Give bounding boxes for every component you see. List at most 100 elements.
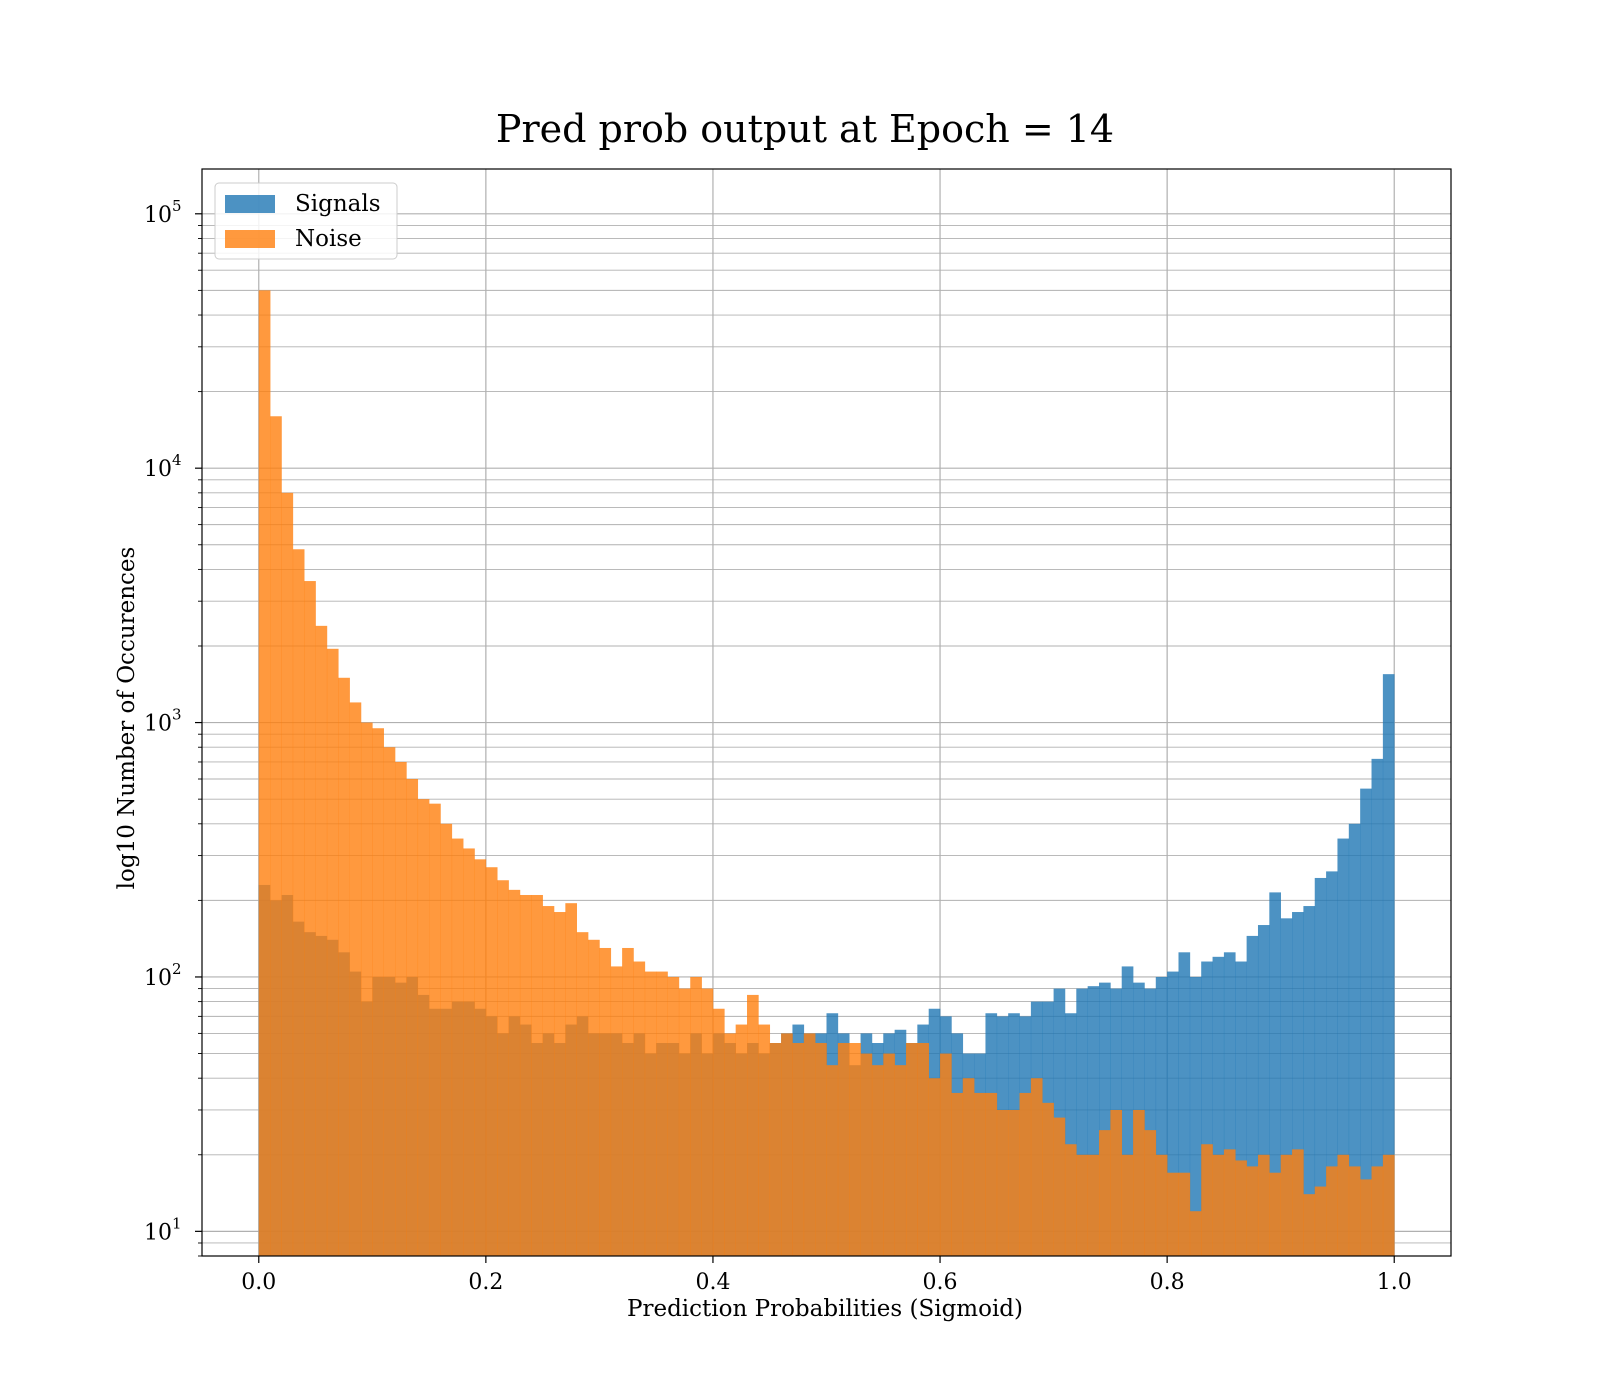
bar <box>1212 956 1225 1256</box>
bar <box>1360 1179 1372 1256</box>
bar <box>1382 674 1395 1256</box>
bar <box>406 779 419 1256</box>
bar <box>871 1065 884 1256</box>
bar <box>1280 1154 1293 1256</box>
bar <box>1008 1109 1020 1256</box>
bar <box>1144 988 1157 1256</box>
bar <box>281 492 294 1256</box>
bar <box>417 799 430 1256</box>
bar <box>1064 1013 1077 1256</box>
bar <box>667 976 680 1256</box>
bar <box>1235 961 1247 1256</box>
legend-swatch-signals <box>225 195 275 213</box>
bar <box>1269 1172 1281 1256</box>
bar <box>1019 1092 1032 1256</box>
bar <box>769 1043 782 1256</box>
bar <box>326 648 339 1256</box>
x-tick-label: 0.4 <box>695 1270 730 1295</box>
bar <box>1178 1172 1191 1256</box>
bar <box>599 947 612 1256</box>
bar <box>1348 823 1361 1256</box>
bar <box>1099 1130 1111 1256</box>
bar <box>349 702 362 1256</box>
bar <box>542 906 555 1256</box>
y-axis-label: log10 Number of Occurences <box>114 547 140 890</box>
bar <box>758 1024 771 1256</box>
bar <box>1064 1144 1077 1256</box>
bar <box>1053 1117 1066 1256</box>
bar <box>1269 892 1281 1256</box>
bar <box>304 581 316 1256</box>
bar <box>633 961 646 1256</box>
bar <box>1303 1194 1316 1256</box>
bar <box>1246 1166 1259 1256</box>
bar <box>701 988 714 1256</box>
bar <box>1189 1211 1202 1256</box>
bar <box>747 994 759 1256</box>
bar <box>826 1065 839 1256</box>
bar <box>1223 1149 1236 1256</box>
bar <box>315 625 328 1256</box>
bar <box>985 1092 998 1256</box>
bar <box>1076 1154 1088 1256</box>
bar <box>815 1043 827 1256</box>
bar <box>690 976 702 1256</box>
y-tick-label-base: 10 <box>144 457 172 482</box>
bar <box>1212 1154 1225 1256</box>
bar <box>792 1043 805 1256</box>
bar <box>1246 935 1259 1256</box>
bar <box>1087 1154 1100 1256</box>
bar <box>905 1043 918 1256</box>
bar <box>1099 982 1111 1256</box>
bar <box>1155 976 1168 1256</box>
legend-label-noise: Noise <box>295 226 362 252</box>
bar <box>1030 1078 1043 1256</box>
bar <box>576 932 589 1256</box>
bar <box>644 971 657 1256</box>
y-tick-label-base: 10 <box>144 712 172 737</box>
bar <box>1257 925 1270 1256</box>
bar <box>837 1043 850 1256</box>
bar <box>622 947 634 1256</box>
series-noise <box>258 290 1395 1256</box>
chart-title: Pred prob output at Epoch = 14 <box>496 107 1114 151</box>
bar <box>1303 906 1316 1256</box>
x-tick-label: 1.0 <box>1377 1270 1412 1295</box>
bar <box>894 1065 907 1256</box>
bar <box>1257 1154 1270 1256</box>
legend-swatch-noise <box>225 230 275 248</box>
bar <box>1314 1186 1327 1256</box>
bar <box>1235 1160 1247 1256</box>
bar <box>474 859 487 1256</box>
y-tick-label-exponent: 5 <box>172 197 182 215</box>
bar <box>588 939 600 1256</box>
bar <box>724 1033 736 1256</box>
bar <box>656 971 668 1256</box>
bar <box>1292 912 1304 1256</box>
bar <box>519 894 532 1256</box>
bar <box>928 1078 941 1256</box>
bar <box>1076 988 1088 1256</box>
bar <box>1087 986 1100 1256</box>
bar <box>338 677 350 1256</box>
bar <box>974 1092 986 1256</box>
bar <box>270 416 282 1256</box>
bar <box>1201 961 1213 1256</box>
x-tick-label: 0.8 <box>1150 1270 1185 1295</box>
bar <box>383 747 396 1256</box>
bar <box>485 867 498 1256</box>
bar <box>1382 1154 1395 1256</box>
bar <box>1314 877 1327 1256</box>
y-tick-label-exponent: 1 <box>172 1214 182 1232</box>
bar <box>1110 1109 1123 1256</box>
bar <box>372 728 384 1256</box>
bar <box>1042 1102 1054 1256</box>
y-tick-label-exponent: 2 <box>172 960 182 978</box>
bar <box>781 1033 793 1256</box>
bar <box>565 903 577 1256</box>
bar <box>553 912 566 1256</box>
legend: Signals Noise <box>214 182 398 260</box>
bar <box>463 848 475 1256</box>
